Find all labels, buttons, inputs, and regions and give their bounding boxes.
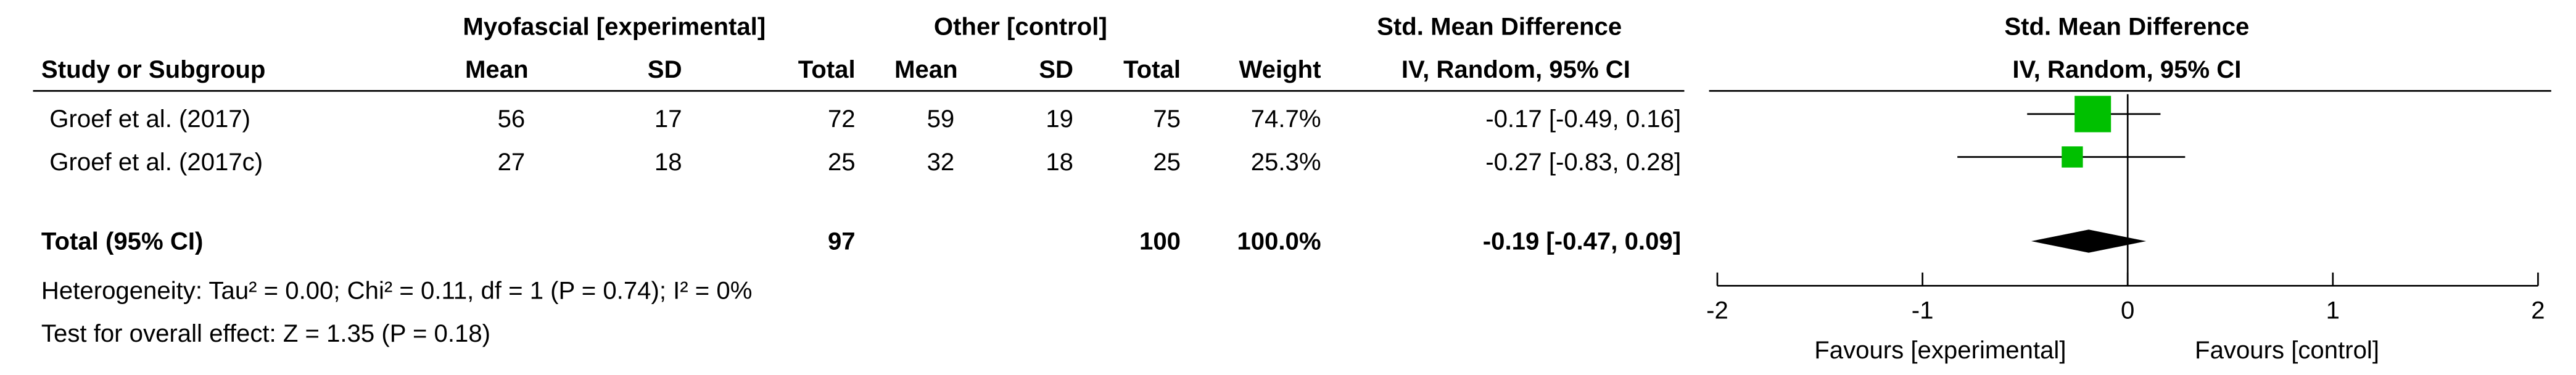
plot-header: IV, Random, 95% CI <box>2012 56 2241 83</box>
study-name: Groef et al. (2017) <box>49 105 250 133</box>
x-tick-label: 1 <box>2326 297 2340 324</box>
x-tick-label: -2 <box>1706 297 1728 324</box>
x-label: Favours [experimental] <box>1814 336 2066 364</box>
weight: 25.3% <box>1251 148 1321 176</box>
effect-header: Std. Mean Difference <box>1377 12 1622 40</box>
column-header: Mean <box>894 56 958 83</box>
column-header: Total <box>798 56 856 83</box>
column-header: Total <box>1123 56 1181 83</box>
weight: 74.7% <box>1251 105 1321 133</box>
total-name: Total (95% CI) <box>41 227 203 255</box>
x-label: Favours [control] <box>2195 336 2379 364</box>
x-tick-label: 2 <box>2531 297 2545 324</box>
heterogeneity: Heterogeneity: Tau² = 0.00; Chi² = 0.11,… <box>41 277 753 305</box>
column-header: SD <box>648 56 682 83</box>
column-header: SD <box>1039 56 1073 83</box>
effect-header: IV, Random, 95% CI <box>1402 56 1630 83</box>
total-weight: 100.0% <box>1237 227 1321 255</box>
overall-effect: Test for overall effect: Z = 1.35 (P = 0… <box>41 319 490 347</box>
column-header: Mean <box>465 56 529 83</box>
cell: 17 <box>654 105 682 133</box>
cell: 75 <box>1153 105 1181 133</box>
total-cell: 97 <box>828 227 856 255</box>
cell: 72 <box>828 105 856 133</box>
cell: 59 <box>927 105 955 133</box>
x-tick-label: 0 <box>2121 297 2134 324</box>
study-name: Groef et al. (2017c) <box>49 148 263 176</box>
cell: 18 <box>654 148 682 176</box>
cell: 32 <box>927 148 955 176</box>
plot-header: Std. Mean Difference <box>2004 12 2249 40</box>
cell: 25 <box>1153 148 1181 176</box>
group-header: Other [control] <box>934 12 1107 40</box>
ci-label: -0.27 [-0.83, 0.28] <box>1485 148 1681 176</box>
total-cell: 100 <box>1139 227 1181 255</box>
summary-diamond <box>2031 229 2147 253</box>
cell: 19 <box>1046 105 1073 133</box>
cell: 25 <box>828 148 856 176</box>
group-header: Myofascial [experimental] <box>463 12 766 40</box>
ci-label: -0.17 [-0.49, 0.16] <box>1485 105 1681 133</box>
total-ci-label: -0.19 [-0.47, 0.09] <box>1483 227 1681 255</box>
column-header: Weight <box>1239 56 1321 83</box>
effect-square <box>2062 146 2083 168</box>
cell: 56 <box>498 105 526 133</box>
column-header: Study or Subgroup <box>41 56 265 83</box>
x-tick-label: -1 <box>1912 297 1934 324</box>
cell: 27 <box>498 148 526 176</box>
effect-square <box>2074 96 2112 133</box>
cell: 18 <box>1046 148 1073 176</box>
